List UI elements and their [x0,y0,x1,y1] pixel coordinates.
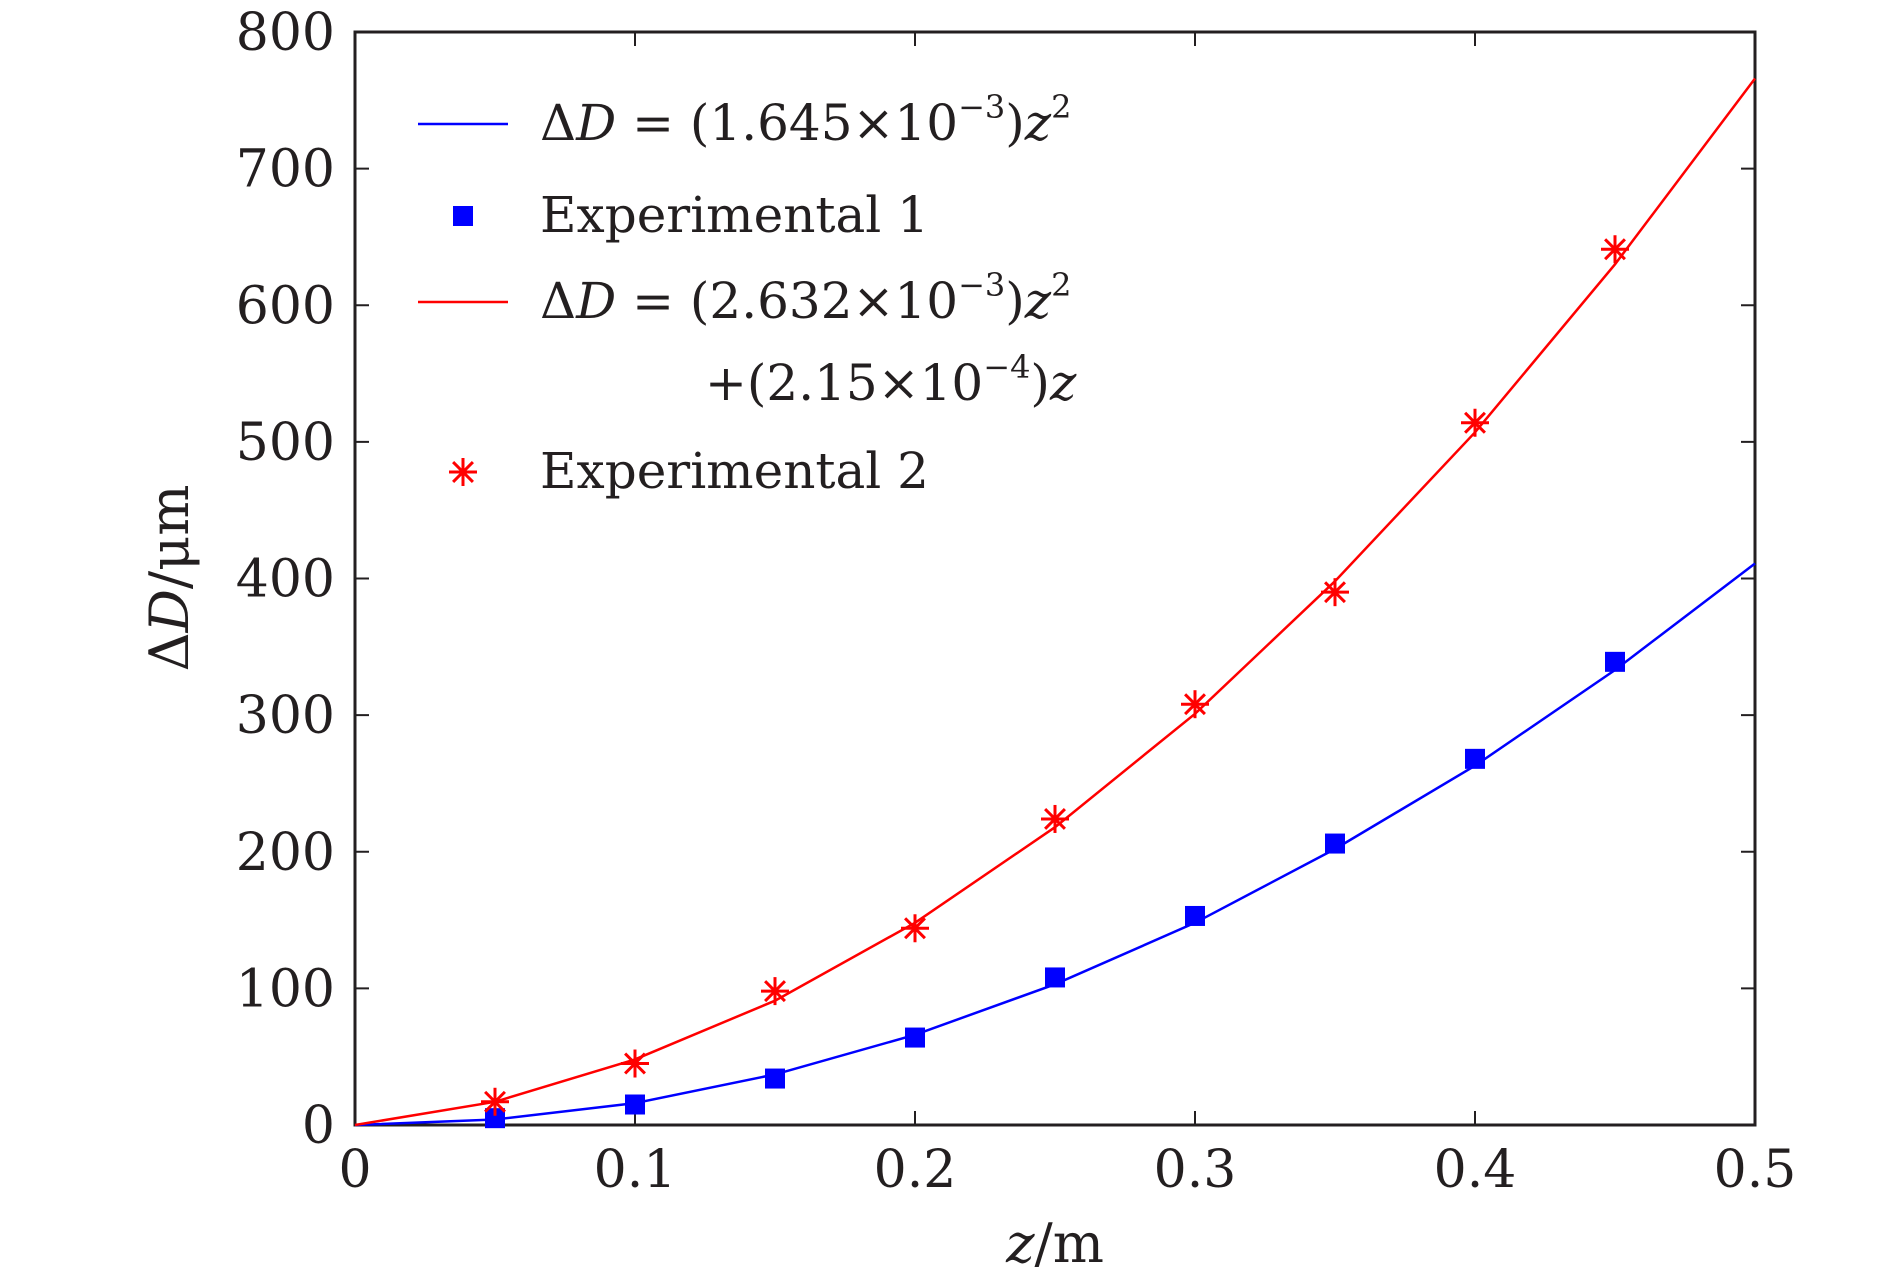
y-axis-title: ΔD/μm [138,485,201,672]
data-point [1045,967,1065,988]
legend-marker [449,458,477,486]
asterisk-stroke [452,461,474,483]
legend-text-part: Δ [540,94,576,152]
legend-entry: Experimental 1 [453,186,929,244]
data-point [625,1094,645,1115]
y-tick-label: 200 [236,823,335,883]
legend-label: Experimental 2 [540,442,929,500]
x-axis-slash: / [1035,1212,1054,1275]
y-tick-label: 800 [236,3,335,63]
y-tick-label: 500 [236,413,335,473]
data-point [621,1049,649,1078]
asterisk-stroke [1044,807,1066,830]
asterisk-stroke [484,1090,506,1113]
asterisk-stroke [624,1052,646,1075]
data-point [1325,833,1345,854]
asterisk-stroke [1184,693,1206,716]
legend-var: z [1024,272,1052,330]
y-axis-var: D [138,589,201,633]
legend-superscript: −3 [958,266,1005,304]
y-axis-prefix: Δ [138,632,201,671]
data-point [1041,804,1069,833]
data-point [1181,690,1209,719]
data-point [905,1027,925,1048]
data-point [901,914,929,943]
asterisk-stroke [764,980,786,1003]
y-tick-label: 300 [236,686,335,746]
series-layer [354,77,1756,1129]
legend-superscript: 2 [1051,88,1071,126]
legend-text-part: = (2.632×10 [616,272,958,330]
legend-text-part: Δ [540,272,576,330]
x-axis-unit: m [1053,1212,1104,1275]
legend-var: D [575,272,616,330]
data-point [765,1068,785,1089]
y-axis-slash: / [138,570,201,589]
legend-var: D [575,94,616,152]
data-point [1601,235,1629,264]
asterisk-stroke [1324,581,1346,604]
x-axis-title: z/m [1005,1212,1104,1275]
series-4 [481,235,1629,1116]
legend-superscript: −4 [983,348,1030,386]
data-point [1461,408,1489,437]
legend-text-part: ) [1030,354,1050,412]
data-point [1465,748,1485,769]
legend-label: ΔD = (2.632×10−3)z2 [540,266,1071,330]
x-axis: 0 0.1 0.2 0.3 0.4 0.5 [338,32,1796,1200]
asterisk-stroke [904,917,926,940]
y-axis: 0 100 200 300 400 500 600 700 800 [236,3,1755,1156]
data-point [1321,578,1349,607]
legend-label: +(2.15×10−4)z [705,348,1077,412]
x-tick-label: 0.5 [1714,1140,1797,1200]
y-tick-label: 0 [302,1096,335,1156]
x-tick-label: 0 [338,1140,371,1200]
x-tick-label: 0.3 [1154,1140,1237,1200]
data-point [485,1108,505,1129]
data-point [761,977,789,1006]
y-tick-label: 700 [236,140,335,200]
legend-superscript: −3 [958,88,1005,126]
legend-entry: Experimental 2 [449,442,929,500]
legend-marker [453,206,473,226]
series-2 [485,651,1625,1129]
legend-label: ΔD = (1.645×10−3)z2 [540,88,1071,152]
legend-entry: ΔD = (2.632×10−3)z2+(2.15×10−4)z [418,266,1077,412]
x-tick-label: 0.2 [874,1140,957,1200]
x-axis-var: z [1005,1212,1035,1275]
y-axis-unit: μm [138,485,201,571]
legend-text-part: ) [1005,94,1025,152]
legend-text-part: +(2.15×10 [705,354,983,412]
x-tick-label: 0.1 [594,1140,677,1200]
y-tick-label: 100 [236,959,335,1019]
asterisk-stroke [1464,411,1486,434]
legend-text-part: ) [1005,272,1025,330]
plot-area [353,30,1757,1127]
y-tick-label: 400 [236,550,335,610]
legend-entry: ΔD = (1.645×10−3)z2 [418,88,1071,152]
y-tick-label: 600 [236,276,335,336]
legend-superscript: 2 [1051,266,1071,304]
data-point [481,1087,509,1116]
data-point [1605,651,1625,672]
legend-label: Experimental 1 [540,186,929,244]
legend-var: z [1049,354,1077,412]
asterisk-stroke [1604,238,1626,261]
data-point [1185,905,1205,926]
legend-var: z [1024,94,1052,152]
legend-text-part: = (1.645×10 [616,94,958,152]
x-tick-label: 0.4 [1434,1140,1517,1200]
